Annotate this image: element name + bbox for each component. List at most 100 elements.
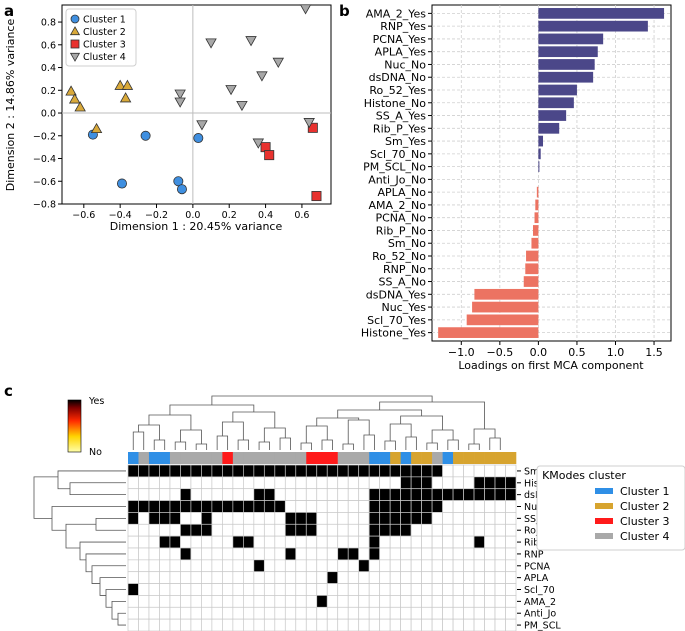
heatmap-cell	[284, 535, 297, 549]
row-dendrogram-link	[33, 476, 58, 519]
heatmap-cell	[316, 583, 328, 596]
scatter-point	[205, 38, 217, 49]
heatmap-cell	[284, 500, 297, 513]
heatmap-cell	[431, 618, 443, 631]
panel-letter-b: b	[339, 2, 350, 20]
row-dendrogram-link	[79, 541, 126, 561]
scatter-point	[272, 57, 285, 68]
scatter-x-axis-label: Dimension 1 : 20.45% variance	[110, 220, 283, 233]
heatmap-cell	[389, 559, 401, 573]
heatmap-cell	[190, 547, 202, 561]
heatmap-cell	[368, 606, 381, 620]
loadings-bar-panel: AMA_2_YesRNP_YesPCNA_YesAPLA_YesNuc_Nods…	[361, 4, 672, 372]
heatmap-cell	[410, 488, 422, 501]
heatmap-cell	[400, 488, 412, 501]
heatmap-cell	[305, 535, 318, 549]
heatmap-cell	[400, 476, 412, 490]
heatmap-cell	[201, 488, 213, 501]
heatmap-cell	[211, 595, 223, 608]
heatmap-cell	[243, 523, 255, 537]
heatmap-cell	[201, 547, 213, 561]
heatmap-cell	[389, 547, 401, 561]
heatmap-cell	[180, 595, 192, 608]
heatmap-cell	[463, 476, 475, 490]
scatter-point	[225, 85, 237, 96]
heatmap-cell	[442, 512, 454, 525]
row-dendrogram-link	[69, 482, 126, 496]
heatmap-cell	[442, 583, 454, 596]
heatmap-cell	[400, 583, 412, 596]
scatter-legend-box	[65, 8, 137, 67]
heatmap-cell	[452, 523, 464, 537]
heatmap-cell	[410, 476, 422, 490]
bar-x-tick-label: 1.0	[607, 346, 625, 359]
scatter-point	[68, 93, 81, 104]
heatmap-cell	[222, 500, 234, 513]
heatmap-row-label: Nuc	[524, 502, 542, 513]
scatter-y-tick-label: −0.6	[33, 177, 56, 188]
scatter-legend-marker	[70, 39, 80, 49]
heatmap-cell	[389, 500, 401, 513]
kmodes-legend-swatch	[595, 533, 613, 539]
heatmap-cell	[232, 547, 244, 561]
bar-mark	[534, 212, 539, 224]
heatmap-cell	[274, 464, 286, 478]
heatmap-cell	[368, 464, 381, 478]
heatmap-cell	[379, 488, 391, 501]
heatmap-cell	[243, 583, 255, 596]
column-dendrogram-link	[389, 423, 412, 441]
heatmap-cell	[505, 606, 517, 620]
heatmap-cell	[379, 618, 391, 631]
bar-mark	[538, 97, 574, 109]
heatmap-row-label: Sm	[524, 466, 539, 477]
heatmap-cell	[211, 512, 223, 525]
heatmap-cell	[421, 559, 433, 573]
heatmap-cell	[222, 571, 234, 584]
heatmap-cell	[473, 523, 485, 537]
scatter-point	[140, 130, 151, 141]
heatmap-cell	[201, 571, 213, 584]
heatmap-cell	[473, 606, 485, 620]
kmodes-legend-label: Cluster 1	[620, 485, 670, 498]
heatmap-cell	[494, 500, 506, 513]
heatmap-cell	[410, 547, 422, 561]
heatmap-cell	[274, 606, 286, 620]
heatmap-cell	[442, 523, 454, 537]
bar-mark	[472, 301, 539, 313]
heatmap-cell	[337, 500, 349, 513]
heatmap-cell	[473, 464, 485, 478]
heatmap-cell	[190, 559, 202, 573]
heatmap-cell	[494, 488, 506, 501]
heatmap-cell	[347, 571, 360, 584]
heatmap-cell	[211, 559, 223, 573]
bar-category-label: AMA_2_No	[369, 199, 427, 212]
bar-mark	[538, 59, 595, 70]
heatmap-cell	[358, 464, 370, 478]
heatmap-cell	[505, 464, 517, 478]
heatmap-cell	[431, 523, 443, 537]
heatmap-cell	[463, 512, 475, 525]
heatmap-cell	[295, 583, 307, 596]
bar-category-label: PCNA_Yes	[373, 33, 427, 46]
heatmap-cell	[347, 523, 360, 537]
scatter-point	[65, 85, 77, 96]
scatter-point	[252, 138, 265, 149]
bar-category-label: APLA_Yes	[375, 46, 427, 59]
heatmap-cell	[148, 547, 160, 561]
bar-category-label: AMA_2_Yes	[366, 7, 427, 20]
heatmap-cell	[358, 500, 370, 513]
heatmap-cell	[379, 535, 391, 549]
heatmap-cell	[337, 547, 349, 561]
heatmap-cell	[400, 500, 412, 513]
heatmap-cell	[138, 488, 150, 501]
heatmap-cell	[379, 500, 391, 513]
heatmap-cell	[201, 618, 213, 631]
heatmap-cell	[169, 618, 181, 631]
heatmap-cell	[159, 488, 171, 501]
cluster-bar-cell	[243, 452, 255, 464]
heatmap-cell	[316, 618, 328, 631]
heatmap-cell	[305, 595, 318, 608]
heatmap-cell	[190, 583, 202, 596]
heatmap-cell	[442, 476, 454, 490]
scatter-points	[65, 4, 322, 202]
